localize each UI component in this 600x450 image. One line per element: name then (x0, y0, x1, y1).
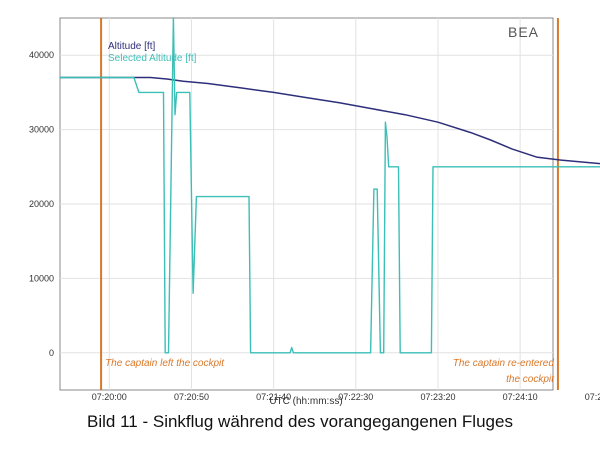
y-tick-label: 10000 (29, 273, 54, 283)
bea-logo: BEA (508, 24, 539, 40)
x-tick-label: 07:20:50 (174, 392, 209, 402)
grid-lines (60, 18, 553, 390)
figure-caption: Bild 11 - Sinkflug während des vorangega… (87, 412, 513, 431)
x-tick-label: 07:20:00 (92, 392, 127, 402)
x-tick-label: 07:22:30 (338, 392, 373, 402)
series-lines (60, 17, 600, 354)
x-axis-title: UTC (hh:mm:ss) (269, 396, 342, 407)
y-tick-label: 20000 (29, 199, 54, 209)
selected-altitude-series-line (60, 17, 600, 354)
x-tick-label: 07:25:00 (585, 392, 600, 402)
x-tick-label: 07:21:40 (256, 392, 291, 402)
marker-lines (100, 18, 559, 390)
y-tick-label: 30000 (29, 125, 54, 135)
altitude-chart: 0 10000 20000 30000 40000 07:20:00 07:20:50 07:… (29, 17, 600, 407)
altitude-series-line (60, 76, 600, 165)
x-tick-label: 07:24:10 (503, 392, 538, 402)
captain-reentered-annotation-line2: the cockpit (506, 374, 555, 385)
tick-labels: 0 10000 20000 30000 40000 07:20:00 07:20:50 07:… (29, 50, 600, 402)
captain-left-annotation: The captain left the cockpit (105, 358, 225, 369)
captain-reentered-annotation: The captain re-entered (453, 358, 555, 369)
legend-altitude-label: Altitude [ft] (108, 41, 155, 52)
y-tick-label: 0 (49, 348, 54, 358)
x-tick-label: 07:23:20 (420, 392, 455, 402)
legend-selected-altitude-label: Selected Altitude [ft] (108, 53, 197, 64)
y-tick-label: 40000 (29, 50, 54, 60)
annotations: The captain left the cockpit The captain … (105, 358, 555, 385)
